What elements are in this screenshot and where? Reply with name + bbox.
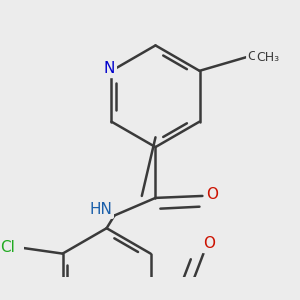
Text: Cl: Cl	[0, 240, 15, 255]
Text: CH₃: CH₃	[256, 51, 279, 64]
Text: CH₃: CH₃	[248, 50, 271, 63]
Text: O: O	[203, 236, 215, 251]
Text: HN: HN	[89, 202, 112, 217]
Text: O: O	[206, 188, 218, 202]
Text: N: N	[104, 61, 115, 76]
